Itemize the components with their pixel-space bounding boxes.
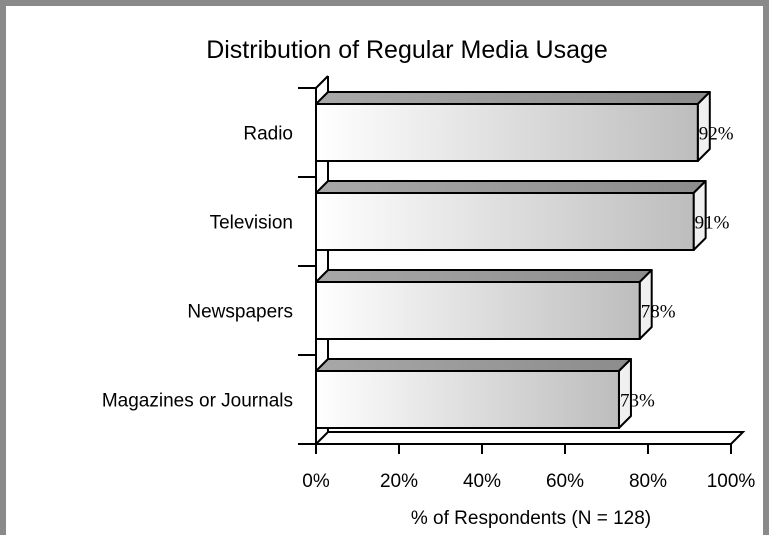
x-tick-label: 80% — [629, 471, 667, 492]
x-axis-label: % of Respondents (N = 128) — [411, 508, 651, 529]
x-tick-label: 20% — [380, 471, 418, 492]
bar-front-face — [315, 370, 620, 429]
y-axis-top-cap — [315, 75, 329, 89]
data-label: 78% — [641, 302, 676, 323]
data-label: 91% — [695, 213, 730, 234]
bar-top-face — [315, 180, 707, 194]
bar — [315, 269, 653, 340]
chart-title: Distribution of Regular Media Usage — [206, 36, 608, 64]
bar-front-face — [315, 192, 695, 251]
bar-top-face — [315, 269, 653, 283]
bar — [315, 180, 707, 251]
x-tick-label: 0% — [302, 471, 330, 492]
x-tick-label: 100% — [707, 471, 756, 492]
bar-top-face — [315, 358, 632, 372]
data-label: 73% — [620, 391, 655, 412]
bar-top-face — [315, 91, 711, 105]
bar-front-face — [315, 103, 699, 162]
bar-front-face — [315, 281, 641, 340]
category-label: Television — [210, 213, 293, 234]
category-label: Magazines or Journals — [102, 391, 293, 412]
bar — [315, 91, 711, 162]
category-labels: Radio Television Newspapers Magazines or Jo… — [102, 124, 293, 412]
chart-floor — [313, 431, 746, 445]
data-label: 92% — [699, 124, 734, 145]
x-tick-label: 40% — [463, 471, 501, 492]
bars: 92% 91% 78% 73% — [315, 91, 734, 429]
category-label: Newspapers — [187, 302, 293, 323]
category-label: Radio — [243, 124, 293, 145]
x-tick-label: 60% — [546, 471, 584, 492]
bar — [315, 358, 632, 429]
x-tick-labels: 0% 20% 40% 60% 80% 100% — [302, 471, 755, 492]
